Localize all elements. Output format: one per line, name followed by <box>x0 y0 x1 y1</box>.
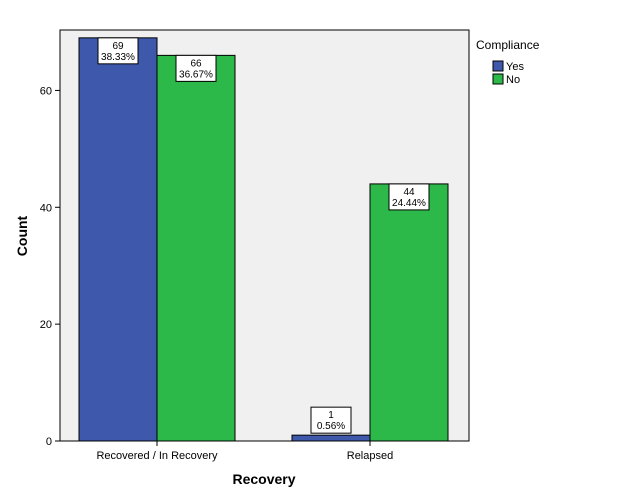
data-label-percent: 36.67% <box>179 69 213 80</box>
y-tick-label: 60 <box>40 85 52 97</box>
legend-title: Compliance <box>476 38 540 52</box>
bar-no-2 <box>369 183 449 442</box>
y-tick-label: 20 <box>40 319 52 331</box>
y-tick-label: 40 <box>40 202 52 214</box>
data-label-percent: 38.33% <box>101 52 135 63</box>
data-label-box <box>97 37 139 65</box>
data-label-count: 66 <box>190 58 202 69</box>
x-tick-label: Relapsed <box>347 450 393 462</box>
legend-item-no: No <box>492 73 520 86</box>
data-label-box <box>175 54 217 82</box>
legend-label: No <box>506 74 520 86</box>
x-tick-label: Recovered / In Recovery <box>96 450 218 462</box>
data-label-percent: 24.44% <box>392 198 426 209</box>
legend-swatch <box>492 73 504 85</box>
y-tick-label: 0 <box>46 436 52 448</box>
y-axis-title: Count <box>14 215 30 256</box>
bar-yes-1 <box>78 37 158 442</box>
legend-item-yes: Yes <box>492 60 524 73</box>
bar-no-1 <box>156 54 236 442</box>
data-label-count: 1 <box>328 410 334 421</box>
legend-swatch <box>492 60 504 72</box>
legend-label: Yes <box>506 61 524 73</box>
data-label-count: 44 <box>403 187 415 198</box>
data-label-box <box>388 183 430 211</box>
data-label-box <box>310 406 352 434</box>
axis-ticks: Recovered / In Recovery Relapsed 0 20 40 60 <box>40 85 393 462</box>
x-axis-title: Recovery <box>232 471 295 487</box>
data-label-yes-2: 10.56% <box>310 406 352 434</box>
data-label-count: 69 <box>112 41 124 52</box>
data-label-percent: 0.56% <box>317 421 345 432</box>
bar-yes-2 <box>291 434 371 442</box>
